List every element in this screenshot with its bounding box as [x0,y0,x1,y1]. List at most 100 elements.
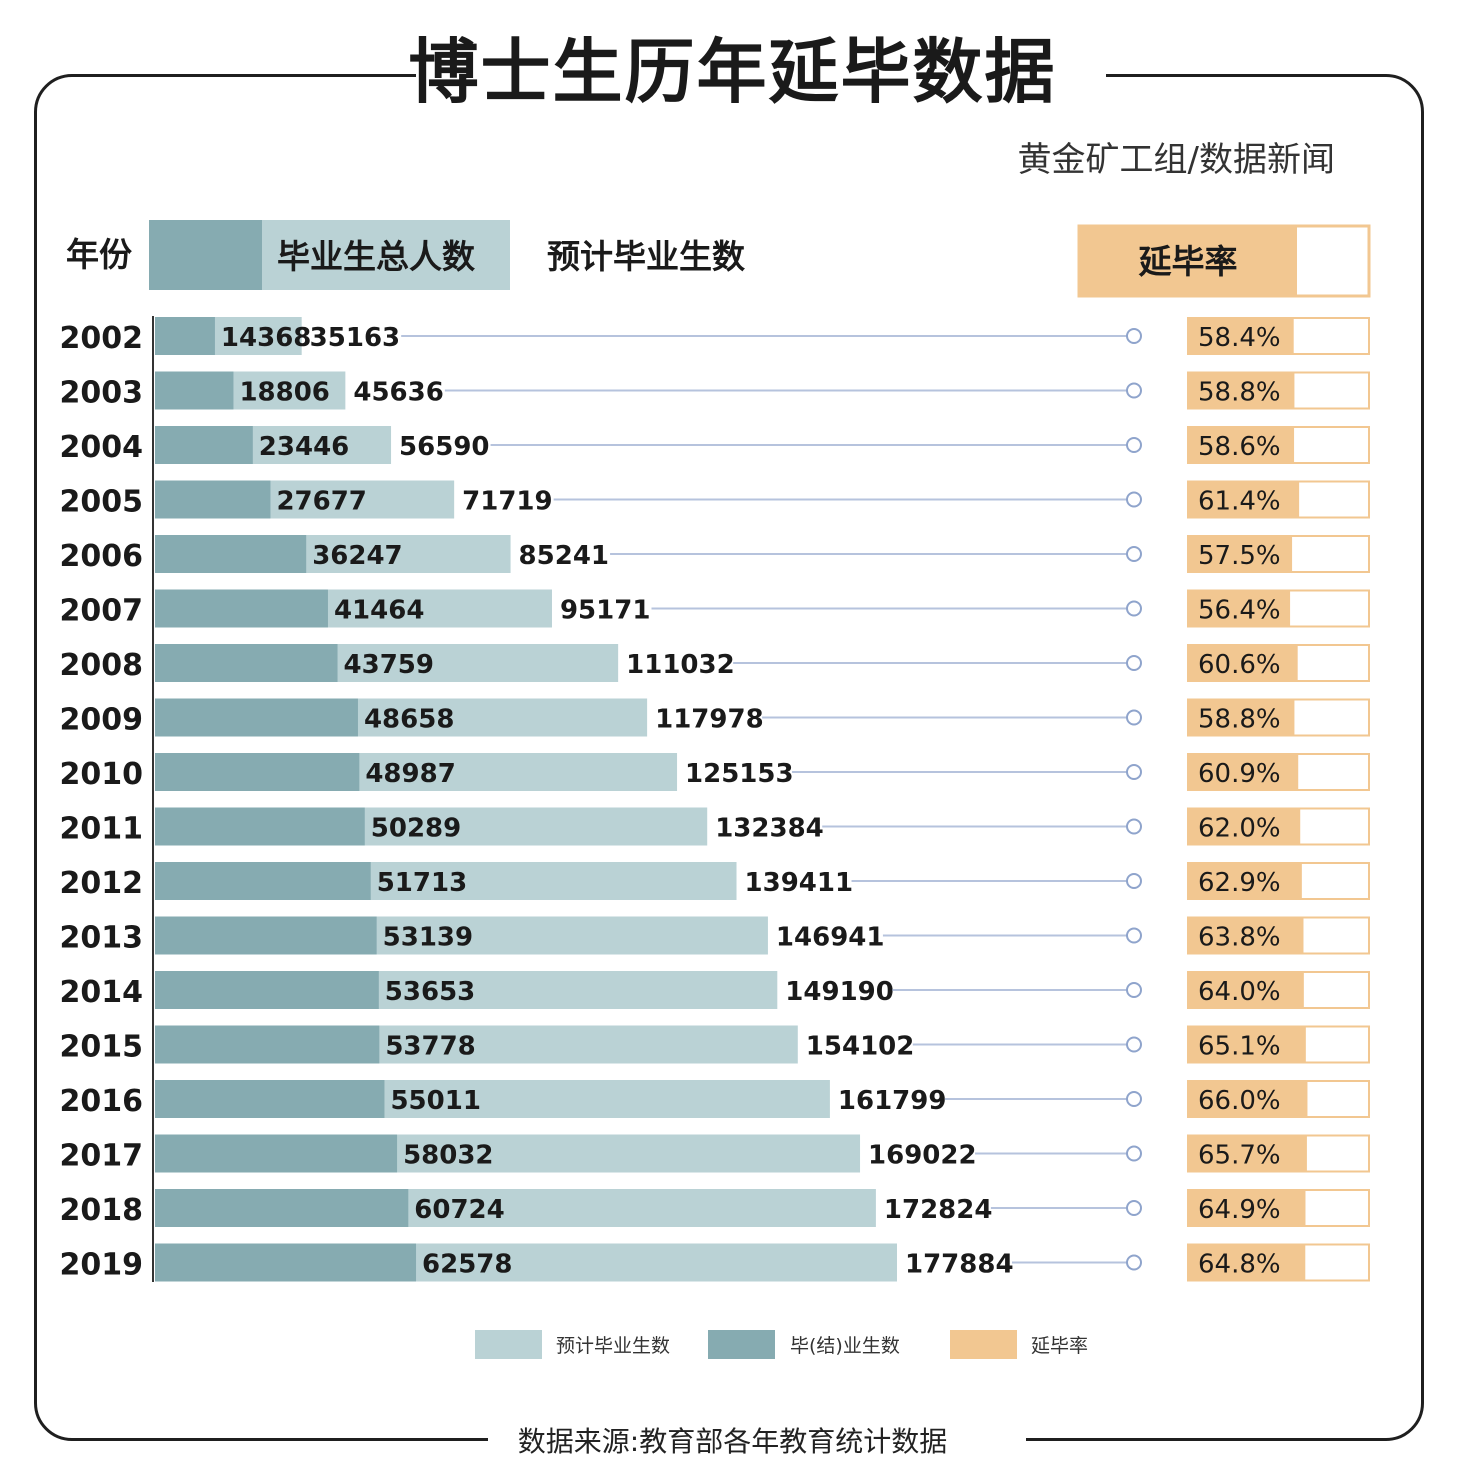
chart-subtitle: 黄金矿工组/数据新闻 [1017,140,1335,180]
graduated-value-label: 51713 [377,868,467,898]
year-label: 2012 [60,866,144,901]
connector-dot [1126,655,1142,671]
rate-fill [1188,808,1301,845]
graduated-bar [155,426,253,464]
year-label: 2004 [60,430,144,465]
rate-fill [1188,590,1291,627]
rate-value-label: 64.8% [1198,1250,1281,1280]
connector-dot [1126,328,1142,344]
connector-dot [1126,546,1142,562]
graduated-value-label: 58032 [403,1141,493,1171]
expected-value-label: 95171 [560,596,650,626]
rate-fill [1188,645,1298,681]
rate-value-label: 58.8% [1198,705,1281,735]
rate-value-label: 58.4% [1198,323,1281,353]
expected-value-label: 111032 [626,650,735,680]
rate-fill [1188,372,1295,409]
header-rate-label: 延毕率 [1139,242,1238,281]
year-label: 2010 [60,757,144,792]
rate-fill [1188,1026,1306,1063]
rate-fill [1188,917,1304,954]
connector-dot [1126,818,1142,835]
expected-value-label: 169022 [868,1141,977,1171]
graduated-bar [155,480,271,519]
header-row: 年份 毕业生总人数 预计毕业生数 延毕率 [66,220,1371,298]
graduated-bar [155,1189,409,1227]
connector-dot [1126,764,1142,780]
year-label: 2007 [60,594,144,629]
rate-value-label: 66.0% [1198,1086,1281,1116]
graduated-value-label: 62578 [422,1250,512,1280]
graduated-bar [155,971,379,1009]
rate-fill [1188,1081,1308,1117]
graduated-value-label: 48658 [364,705,454,735]
header-expected-label: 预计毕业生数 [547,237,746,276]
year-label: 2015 [60,1030,144,1065]
year-label: 2008 [60,648,144,683]
rate-value-label: 60.6% [1198,650,1281,680]
graduated-bar [155,317,215,355]
graduated-bar [155,1080,385,1118]
data-source: 数据来源:教育部各年教育统计数据 [517,1425,948,1458]
connector-dot [1126,1036,1142,1053]
graduated-value-label: 41464 [334,596,424,626]
connector-dot [1126,491,1142,508]
header-year-label: 年份 [66,235,132,274]
connector-dot [1126,1091,1142,1107]
rate-value-label: 61.4% [1198,487,1281,517]
connector-dot [1126,1254,1142,1271]
expected-value-label: 172824 [884,1195,993,1225]
expected-value-label: 149190 [785,977,894,1007]
legend-label-expected: 预计毕业生数 [556,1335,670,1357]
year-label: 2011 [60,812,144,847]
connector-dot [1126,382,1142,399]
expected-value-label: 146941 [776,923,885,953]
expected-value-label: 154102 [806,1032,915,1062]
connector-dot [1126,982,1142,998]
connector-dot [1126,600,1142,617]
expected-value-label: 117978 [655,705,764,735]
graduated-value-label: 53653 [385,977,475,1007]
graduated-value-label: 23446 [259,432,349,462]
header-total-swatch-light [262,220,510,290]
graduated-value-label: 36247 [312,541,402,571]
graduated-value-label: 53139 [383,923,473,953]
connector-dot [1126,437,1142,453]
expected-value-label: 125153 [685,759,794,789]
graduated-bar [155,644,338,682]
graduated-value-label: 55011 [390,1086,480,1116]
graduated-bar [155,1025,380,1064]
legend-swatch-expected [475,1330,542,1359]
header-total-label: 毕业生总人数 [277,237,476,276]
expected-value-label: 161799 [838,1086,947,1116]
legend: 预计毕业生数 毕(结)业生数 延毕率 [475,1330,1088,1359]
year-label: 2003 [60,376,144,411]
graduated-value-label: 27677 [276,487,366,517]
rate-fill [1188,972,1304,1008]
legend-swatch-rate [950,1330,1017,1359]
rate-value-label: 62.0% [1198,814,1281,844]
graduated-bar [155,1243,417,1282]
connector-dot [1126,1145,1142,1162]
rate-value-label: 58.6% [1198,432,1281,462]
rate-fill [1188,699,1295,736]
rate-fill [1188,1190,1306,1226]
rate-value-label: 64.9% [1198,1195,1281,1225]
year-label: 2019 [60,1248,144,1283]
rate-fill [1188,863,1302,899]
title-mask [416,40,1106,120]
header-rate-fill [1079,226,1297,296]
graduated-value-label: 48987 [365,759,455,789]
rate-fill [1188,427,1295,463]
rate-fill [1188,536,1293,572]
connector-dot [1126,1200,1142,1216]
year-label: 2014 [60,975,144,1010]
rate-value-label: 65.7% [1198,1141,1281,1171]
graduated-value-label: 14368 [221,323,311,353]
graduated-value-label: 50289 [371,814,461,844]
rate-fill [1188,1244,1306,1281]
year-label: 2005 [60,485,144,520]
graduated-value-label: 43759 [344,650,434,680]
